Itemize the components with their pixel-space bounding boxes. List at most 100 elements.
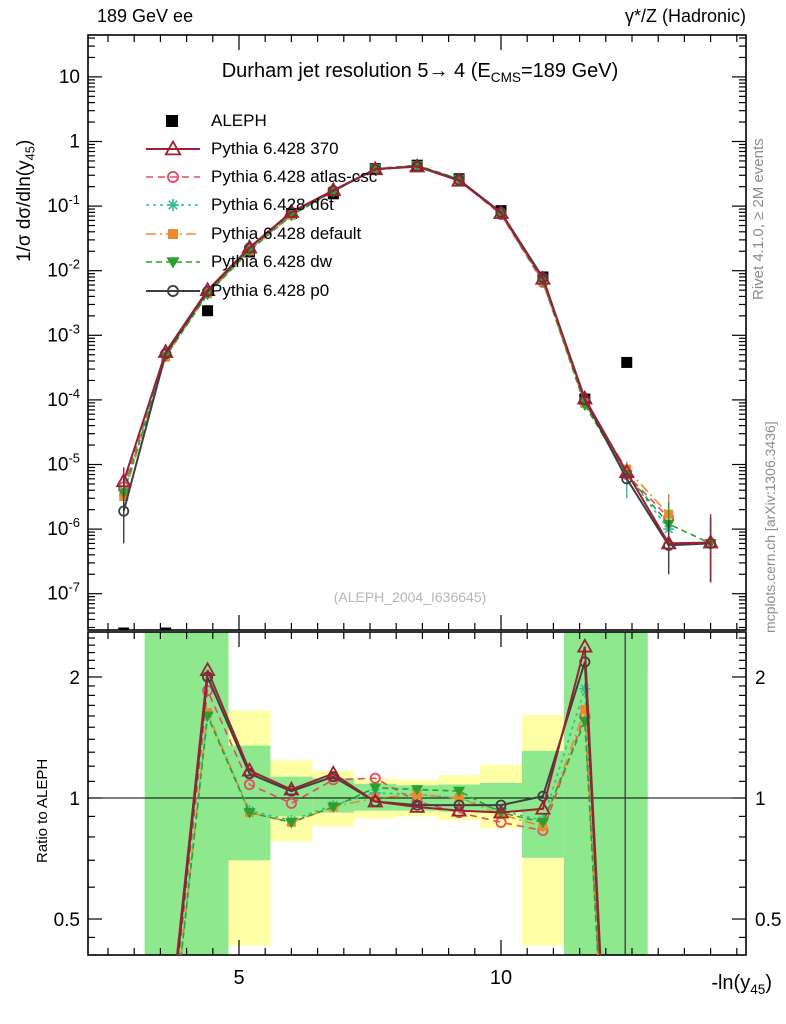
label-part: 4 (E bbox=[448, 60, 491, 82]
marker-triangle-open bbox=[115, 472, 132, 488]
x-tick-label: 5 bbox=[233, 967, 244, 989]
main-panel-frame bbox=[87, 34, 747, 631]
marker-triangle-down bbox=[536, 817, 549, 829]
series-aleph-data bbox=[118, 159, 633, 630]
y-tick-label-ratio-left: 2 bbox=[69, 668, 80, 689]
marker-triangle-open bbox=[283, 780, 300, 796]
y-tick-label-main: 1 bbox=[69, 132, 80, 153]
marker-triangle-down bbox=[369, 783, 382, 794]
series-s370-main bbox=[115, 157, 719, 583]
series-s370-ratio bbox=[176, 637, 602, 955]
y-tick-label-main: 10-3 bbox=[47, 321, 80, 346]
ratio-line bbox=[180, 712, 599, 955]
marker-triangle-open bbox=[157, 343, 174, 358]
plot-title: Durham jet resolution 5→ 4 (ECMS=189 GeV… bbox=[130, 60, 710, 85]
marker-triangle-open bbox=[325, 764, 342, 780]
band-green bbox=[521, 750, 564, 858]
legend-label-d6t: Pythia 6.428 d6t bbox=[211, 195, 334, 214]
y-tick-label-ratio-right: 2 bbox=[755, 668, 766, 689]
marker-triangle-open bbox=[199, 281, 216, 296]
legend-label-atlas-csc: Pythia 6.428 atlas-csc bbox=[211, 167, 378, 186]
label-part: 45 bbox=[22, 146, 38, 161]
series-line bbox=[122, 164, 711, 545]
legend bbox=[146, 115, 200, 297]
label-part: ) bbox=[14, 139, 35, 147]
series-line bbox=[122, 164, 670, 515]
marker-square bbox=[370, 793, 380, 803]
ratio-line bbox=[178, 687, 599, 955]
series-line bbox=[122, 164, 670, 530]
y-tick-label-main: 10-6 bbox=[47, 515, 80, 540]
header-beam-energy: 189 GeV ee bbox=[97, 6, 194, 26]
legend-label-dw: Pythia 6.428 dw bbox=[211, 252, 332, 271]
marker-triangle-open bbox=[164, 139, 182, 156]
y-tick-label-ratio-left: 0.5 bbox=[54, 910, 80, 931]
y-axis-label-ratio: Ratio to ALEPH bbox=[34, 758, 51, 863]
x-tick-label: 10 bbox=[490, 967, 512, 989]
marker-triangle-open bbox=[702, 533, 719, 549]
marker-circle-open bbox=[285, 797, 297, 809]
marker-triangle-open bbox=[576, 389, 593, 405]
marker-square bbox=[622, 464, 632, 474]
marker-square bbox=[168, 229, 178, 239]
marker-triangle-open bbox=[241, 761, 258, 777]
legend-label-default: Pythia 6.428 default bbox=[211, 224, 362, 243]
series-line bbox=[122, 165, 670, 519]
marker-triangle-open bbox=[492, 204, 510, 219]
y-tick-label-main: 10-5 bbox=[47, 451, 80, 476]
marker-triangle-open bbox=[450, 172, 468, 187]
marker-triangle-open bbox=[283, 203, 300, 218]
marker-square bbox=[118, 627, 130, 630]
ratio-uncertainty-bands bbox=[144, 632, 648, 955]
axis-ticks bbox=[88, 35, 746, 955]
marker-triangle-down bbox=[411, 785, 424, 796]
x-axis-label: -ln(y45) bbox=[711, 972, 772, 997]
marker-square bbox=[454, 793, 464, 803]
y-tick-label-main: 10-1 bbox=[47, 192, 80, 217]
label-part: Durham jet resolution 5 bbox=[221, 60, 429, 82]
marker-triangle-open bbox=[450, 802, 468, 817]
y-axis-label-main: 1/σ dσ/dln(y45) bbox=[14, 140, 38, 262]
y-tick-label-main: 10-2 bbox=[47, 257, 80, 282]
ratio-line bbox=[176, 646, 602, 955]
series-d6t-main bbox=[118, 160, 675, 563]
y-tick-label-ratio-right: 1 bbox=[755, 789, 766, 810]
axis-tick-labels: 10 1 10-1 10-2 10-3 10-4 10-5 10-6 10-7 2 2 1 1 0.5 0.… bbox=[47, 67, 781, 989]
marker-square bbox=[166, 115, 178, 127]
marker-triangle-open bbox=[534, 270, 552, 285]
series-atlas-main bbox=[118, 160, 675, 549]
marker-triangle-down bbox=[327, 802, 340, 814]
marker-circle-open bbox=[495, 799, 507, 811]
marker-triangle-open bbox=[409, 157, 426, 173]
marker-square bbox=[580, 705, 590, 715]
legend-label-aleph: ALEPH bbox=[211, 111, 267, 130]
label-part: 1/σ dσ/dln(y bbox=[14, 160, 35, 262]
marker-square bbox=[202, 305, 214, 317]
marker-triangle-down bbox=[285, 817, 298, 829]
y-tick-label-main: 10 bbox=[59, 67, 80, 88]
side-note-rivet: Rivet 4.1.0, ≥ 2M events bbox=[750, 138, 767, 300]
marker-triangle-down bbox=[166, 257, 180, 269]
legend-label-370: Pythia 6.428 370 bbox=[211, 139, 339, 158]
ratio-panel-frame bbox=[87, 631, 747, 956]
marker-triangle-open bbox=[576, 637, 593, 653]
series-default-main bbox=[119, 161, 674, 540]
marker-circle-open bbox=[167, 285, 179, 297]
marker-star bbox=[579, 683, 591, 695]
marker-triangle-open bbox=[409, 798, 426, 813]
marker-triangle-open bbox=[325, 181, 342, 197]
y-tick-label-ratio-right: 0.5 bbox=[755, 910, 781, 931]
y-tick-label-main: 10-7 bbox=[47, 580, 80, 605]
marker-circle-open bbox=[243, 779, 256, 791]
marker-triangle-open bbox=[534, 800, 552, 815]
marker-triangle-open bbox=[241, 238, 258, 254]
legend-label-p0: Pythia 6.428 p0 bbox=[211, 281, 330, 300]
y-tick-label-ratio-left: 1 bbox=[69, 789, 80, 810]
marker-triangle-open bbox=[367, 792, 384, 808]
series-dw-main bbox=[117, 160, 717, 583]
marker-square bbox=[160, 627, 172, 630]
series-line bbox=[122, 165, 711, 545]
marker-triangle-open bbox=[199, 661, 216, 676]
marker-triangle-open bbox=[492, 803, 510, 819]
